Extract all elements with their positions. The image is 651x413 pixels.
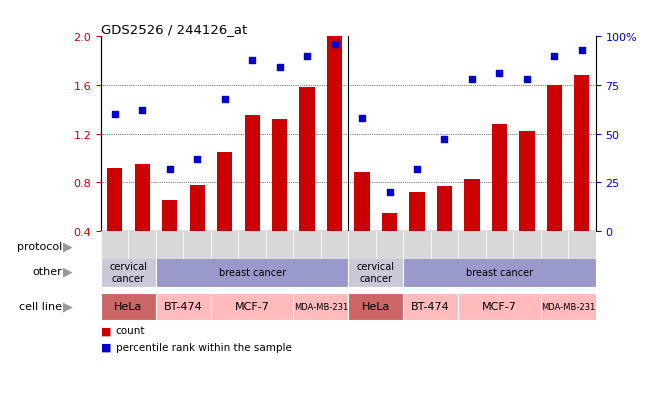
Bar [458, 231, 486, 259]
Bar [519, 132, 534, 231]
Bar [437, 186, 452, 231]
Bar [299, 88, 314, 231]
Text: c-MYC knockdown: c-MYC knockdown [422, 241, 522, 251]
Bar [541, 293, 596, 320]
Bar [294, 231, 321, 259]
Point [467, 76, 477, 83]
Point [219, 96, 230, 102]
Text: HeLa: HeLa [361, 301, 390, 311]
Bar [156, 293, 211, 320]
Bar [431, 231, 458, 259]
Text: ▶: ▶ [62, 300, 72, 313]
Text: MDA-MB-231: MDA-MB-231 [294, 302, 348, 311]
Text: breast cancer: breast cancer [466, 267, 533, 277]
Bar [464, 179, 480, 231]
Bar [211, 231, 238, 259]
Bar [294, 293, 348, 320]
Text: MCF-7: MCF-7 [234, 301, 270, 311]
Bar [101, 233, 348, 259]
Text: cervical
cancer: cervical cancer [357, 261, 395, 283]
Text: HeLa: HeLa [114, 301, 143, 311]
Bar [547, 86, 562, 231]
Point [329, 42, 340, 48]
Bar [348, 293, 403, 320]
Point [577, 47, 587, 54]
Bar [568, 231, 596, 259]
Bar [101, 257, 156, 287]
Point [412, 166, 422, 173]
Text: BT-474: BT-474 [411, 301, 450, 311]
Point [549, 53, 560, 60]
Bar [403, 231, 431, 259]
Text: ■: ■ [101, 342, 111, 352]
Bar [348, 257, 403, 287]
Bar [128, 231, 156, 259]
Point [109, 112, 120, 118]
Text: MCF-7: MCF-7 [482, 301, 517, 311]
Text: ■: ■ [101, 325, 111, 336]
Point [137, 108, 147, 114]
Bar [184, 231, 211, 259]
Bar [574, 76, 590, 231]
Bar [162, 201, 177, 231]
Bar [382, 213, 397, 231]
Point [439, 137, 450, 143]
Bar [355, 173, 370, 231]
Bar [211, 293, 294, 320]
Point [357, 115, 367, 122]
Point [192, 156, 202, 163]
Bar [458, 293, 541, 320]
Bar [348, 233, 596, 259]
Text: control: control [205, 241, 244, 251]
Bar [409, 192, 424, 231]
Text: ▶: ▶ [62, 265, 72, 278]
Bar [272, 120, 287, 231]
Text: MDA-MB-231: MDA-MB-231 [541, 302, 595, 311]
Point [494, 71, 505, 77]
Text: protocol: protocol [16, 241, 62, 251]
Text: GDS2526 / 244126_at: GDS2526 / 244126_at [101, 23, 247, 36]
Text: BT-474: BT-474 [164, 301, 202, 311]
Bar [217, 152, 232, 231]
Text: cell line: cell line [19, 301, 62, 311]
Bar [156, 231, 184, 259]
Bar [376, 231, 403, 259]
Bar [541, 231, 568, 259]
Bar [156, 257, 348, 287]
Bar [403, 257, 596, 287]
Text: count: count [116, 325, 145, 336]
Text: breast cancer: breast cancer [219, 267, 286, 277]
Point [384, 189, 395, 196]
Bar [101, 231, 128, 259]
Bar [348, 231, 376, 259]
Bar [189, 185, 204, 231]
Point [521, 76, 532, 83]
Bar [135, 164, 150, 231]
Bar [327, 37, 342, 231]
Bar [321, 231, 348, 259]
Text: other: other [32, 266, 62, 277]
Bar [245, 116, 260, 231]
Bar [238, 231, 266, 259]
Text: percentile rank within the sample: percentile rank within the sample [116, 342, 292, 352]
Point [302, 53, 312, 60]
Point [165, 166, 175, 173]
Bar [492, 125, 507, 231]
Point [274, 65, 284, 71]
Bar [101, 293, 156, 320]
Bar [266, 231, 294, 259]
Text: cervical
cancer: cervical cancer [109, 261, 147, 283]
Bar [486, 231, 513, 259]
Bar [513, 231, 541, 259]
Bar [107, 168, 122, 231]
Bar [403, 293, 458, 320]
Point [247, 57, 257, 64]
Text: ▶: ▶ [62, 240, 72, 252]
